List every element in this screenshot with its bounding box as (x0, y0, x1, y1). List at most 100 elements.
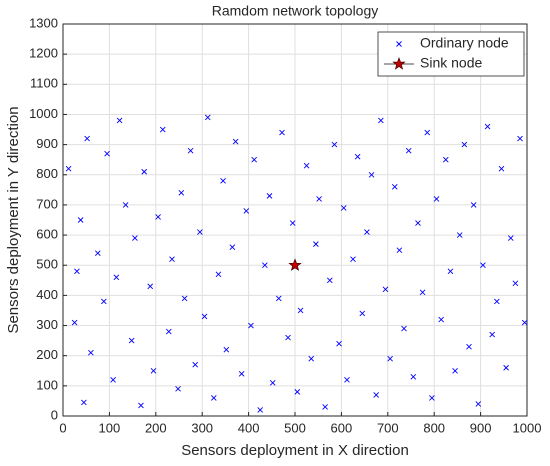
ordinary-node (94, 250, 101, 256)
marker-stroke (294, 389, 301, 395)
ordinary-node (275, 295, 282, 302)
ordinary-node (419, 289, 426, 296)
y-tick-label: 500 (36, 257, 58, 272)
ordinary-node (210, 395, 217, 401)
ordinary-node (294, 389, 301, 395)
marker-stroke (378, 117, 384, 124)
ordinary-node (155, 214, 161, 220)
marker-stroke (480, 262, 486, 269)
y-tick-label: 300 (36, 317, 58, 332)
marker-stroke (303, 162, 310, 169)
marker-stroke (456, 232, 463, 238)
ordinary-node (480, 262, 486, 269)
ordinary-node (159, 126, 166, 133)
marker-stroke (512, 280, 519, 287)
marker-stroke (344, 376, 350, 383)
y-tick-label: 1000 (29, 106, 58, 121)
legend: Ordinary node Sink node (377, 31, 525, 77)
ordinary-node (507, 235, 514, 241)
ordinary-node (74, 268, 80, 275)
marker-stroke (297, 307, 304, 314)
marker-stroke (257, 407, 264, 413)
ordinary-node (456, 232, 463, 238)
y-tick-label: 700 (36, 196, 58, 211)
ordinary-node (396, 247, 403, 253)
marker-stroke (150, 367, 157, 374)
y-tick-label: 0 (51, 407, 58, 422)
ordinary-node (429, 395, 435, 401)
ordinary-node (116, 117, 123, 124)
legend-marker (396, 41, 402, 47)
ordinary-node (452, 367, 458, 374)
marker-stroke (229, 244, 236, 250)
marker-stroke (169, 256, 175, 263)
marker-stroke (128, 337, 135, 344)
ordinary-node (243, 208, 250, 214)
ordinary-node (65, 165, 72, 172)
y-tick-label: 900 (36, 136, 58, 151)
ordinary-node (187, 147, 194, 154)
marker-stroke (415, 220, 421, 226)
marker-stroke (489, 331, 496, 338)
ordinary-node (220, 177, 226, 184)
marker-stroke (81, 399, 87, 406)
marker-stroke (243, 208, 250, 214)
ordinary-node (88, 349, 94, 356)
ordinary-node (517, 135, 523, 142)
ordinary-node (178, 190, 185, 196)
ordinary-node (350, 256, 356, 263)
x-tick-label: 400 (238, 420, 260, 435)
marker-stroke (424, 129, 431, 136)
ordinary-node (84, 135, 90, 142)
ordinary-node (147, 283, 154, 290)
ordinary-node (503, 364, 509, 371)
marker-stroke (433, 196, 440, 202)
marker-stroke (373, 392, 380, 398)
ordinary-node (262, 262, 268, 269)
marker-stroke (165, 328, 172, 335)
marker-stroke (88, 349, 94, 356)
marker-stroke (331, 141, 338, 148)
marker-stroke (223, 346, 230, 353)
marker-stroke (201, 313, 208, 320)
marker-stroke (396, 247, 403, 253)
x-tick-label: 900 (470, 420, 492, 435)
ordinary-node (373, 392, 380, 398)
marker-stroke (94, 250, 101, 256)
marker-stroke (391, 184, 398, 190)
x-tick-label: 200 (145, 420, 167, 435)
ordinary-node (466, 343, 472, 350)
y-tick-label: 400 (36, 287, 58, 302)
marker-stroke (77, 217, 84, 223)
ordinary-node (484, 123, 491, 130)
ordinary-node (251, 156, 257, 163)
marker-stroke (326, 277, 333, 284)
x-tick-label: 500 (284, 420, 306, 435)
ordinary-node (368, 171, 375, 178)
ordinary-node (71, 319, 78, 326)
x-tick-label: 100 (99, 420, 121, 435)
marker-stroke (419, 289, 426, 296)
ordinary-node (424, 129, 431, 136)
marker-stroke (498, 165, 505, 172)
marker-stroke (461, 141, 468, 148)
ordinary-node (181, 295, 188, 302)
marker-stroke (204, 114, 211, 121)
ordinary-node (101, 298, 107, 305)
ordinary-node (132, 235, 138, 241)
y-tick-label: 200 (36, 347, 58, 362)
ordinary-node (113, 274, 120, 281)
ordinary-node (340, 205, 347, 211)
ordinary-node (438, 316, 444, 323)
marker-stroke (316, 196, 322, 202)
ordinary-node (322, 404, 328, 410)
marker-stroke (248, 322, 254, 329)
marker-stroke (308, 355, 315, 362)
chart-title: Ramdom network topology (212, 3, 379, 19)
marker-stroke (340, 205, 347, 211)
marker-stroke (266, 193, 273, 199)
y-tick-label: 600 (36, 227, 58, 242)
marker-stroke (187, 147, 194, 154)
ordinary-node (165, 328, 172, 335)
x-tick-label: 700 (377, 420, 399, 435)
